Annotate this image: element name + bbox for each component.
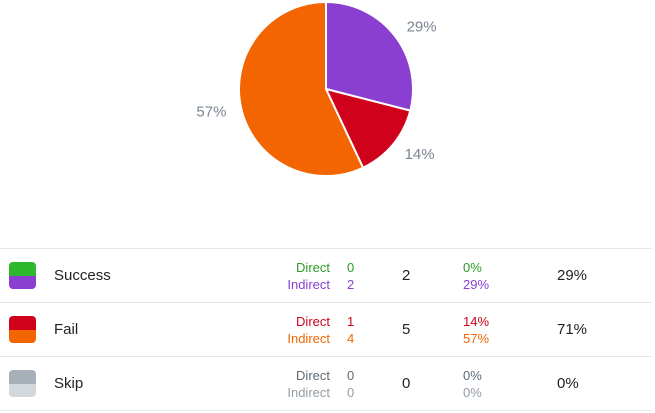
- sub-label-indirect: Indirect: [287, 277, 330, 292]
- pie-slice: [324, 87, 412, 170]
- sub-label-direct: Direct: [296, 314, 330, 329]
- table-row: Fail Direct Indirect 1 4 5 14% 57% 71%: [0, 303, 652, 357]
- results-table: Success Direct Indirect 0 2 2 0% 29% 29%…: [0, 248, 652, 411]
- swatch-bottom: [9, 329, 36, 343]
- swatch-bottom: [9, 383, 36, 397]
- sub-count-direct: 1: [347, 314, 355, 329]
- sub-pct-direct: 0%: [463, 368, 482, 383]
- color-swatch: [9, 370, 36, 397]
- sub-count-direct: 0: [347, 260, 355, 275]
- row-percent: 0%: [557, 375, 579, 392]
- sub-pct-indirect: 57%: [463, 331, 490, 346]
- sub-count-indirect: 4: [347, 331, 355, 346]
- pie-slice: [238, 0, 365, 177]
- row-percent: 29%: [557, 267, 588, 284]
- sub-label-indirect: Indirect: [287, 385, 330, 400]
- sub-pct-direct: 14%: [463, 314, 490, 329]
- sub-pct-indirect: 0%: [463, 385, 482, 400]
- row-total: 0: [402, 375, 411, 392]
- table-row: Skip Direct Indirect 0 0 0 0% 0% 0%: [0, 357, 652, 411]
- row-label: Fail: [54, 321, 79, 338]
- swatch-top: [9, 262, 36, 276]
- color-swatch: [9, 262, 36, 289]
- sub-label-indirect: Indirect: [287, 331, 330, 346]
- sub-count-indirect: 2: [347, 277, 355, 292]
- color-swatch: [9, 316, 36, 343]
- pie-slice-label: 29%: [407, 18, 437, 35]
- row-label: Skip: [54, 375, 84, 392]
- sub-count-direct: 0: [347, 368, 355, 383]
- row-percent: 71%: [557, 321, 588, 338]
- pie-slice-label: 57%: [196, 103, 226, 120]
- pie-slice: [325, 0, 414, 112]
- sub-pct-indirect: 29%: [463, 277, 490, 292]
- sub-pct-direct: 0%: [463, 260, 482, 275]
- row-label: Success: [54, 267, 111, 284]
- sub-label-direct: Direct: [296, 368, 330, 383]
- pie-slice-label: 14%: [405, 146, 435, 163]
- swatch-top: [9, 316, 36, 330]
- pie-chart-svg: 29% 14% 57%: [196, 0, 437, 177]
- sub-label-direct: Direct: [296, 260, 330, 275]
- row-total: 2: [402, 267, 411, 284]
- table-row: Success Direct Indirect 0 2 2 0% 29% 29%: [0, 249, 652, 303]
- pie-chart: 29% 14% 57%: [196, 0, 437, 177]
- sub-count-indirect: 0: [347, 385, 355, 400]
- swatch-bottom: [9, 275, 36, 289]
- swatch-top: [9, 370, 36, 384]
- row-total: 5: [402, 321, 411, 338]
